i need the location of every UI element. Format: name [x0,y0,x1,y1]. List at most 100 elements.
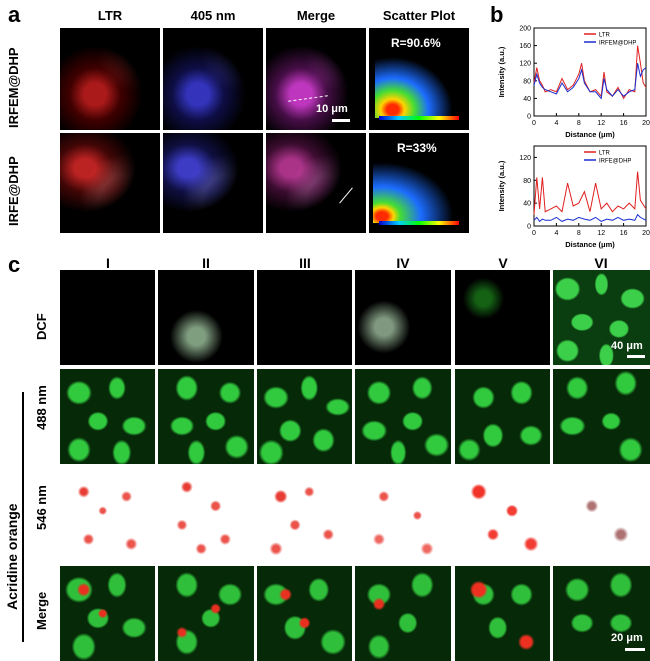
series-line-ltr [533,45,647,100]
col-head-405nm: 405 nm [190,8,236,23]
x-tick-label: 16 [620,230,628,237]
panel-c-letter: c [8,252,21,277]
x-tick-label: 20 [642,120,650,127]
col-head-vi: VI [594,255,608,271]
x-tick-label: 0 [532,120,536,127]
row-head-merge: Merge [34,591,49,630]
plot-frame [533,27,647,117]
scale-bar-label: 10 μm [316,103,348,115]
image-dcf-iv [355,270,451,365]
x-tick-label: 4 [554,230,558,237]
col-head-ltr: LTR [97,8,123,23]
image-irfem-405 [163,28,263,130]
image-merge-ii [158,566,254,661]
scale-bar [332,119,350,122]
scale-bar [625,648,645,651]
scale-bar-label: 20 μm [611,632,643,644]
plot-frame [533,145,647,227]
series-line-ltr [533,171,647,215]
col-head-merge: Merge [296,8,336,23]
image-546-iv [355,468,451,563]
col-head-iii: III [299,255,311,271]
y-tick-label: 120 [519,61,531,68]
image-merge-iii [257,566,352,661]
row-head-546: 546 nm [34,485,49,530]
image-dcf-i [60,270,155,365]
scale-bar-label: 40 μm [611,340,643,352]
r-value-irfe: R=33% [397,141,437,155]
y-tick-label: 40 [523,201,531,208]
row-head-488: 488 nm [34,385,49,430]
image-merge-v [455,566,550,661]
scatter-plot-irfe: R=33% [369,133,469,233]
y-tick-label: 160 [519,43,531,50]
panel-a-letter: a [8,2,21,27]
colorbar [379,221,459,225]
image-irfe-merge [266,133,366,233]
group-label-acridine: Acridine orange [4,503,20,610]
legend-label: IRFE@DHP [599,159,631,165]
x-tick-label: 12 [597,230,605,237]
image-merge-i [60,566,155,661]
image-488-vi [553,369,650,464]
x-axis-label: Distance (μm) [565,240,615,249]
scatter-plot-irfem: R=90.6% [369,28,469,130]
colorbar [379,116,459,120]
y-tick-label: 200 [519,26,531,33]
x-tick-label: 0 [532,230,536,237]
image-merge-vi: 20 μm [553,566,650,661]
series-line-irfem-dhp [533,63,647,100]
line-profile-arrow-icon [339,187,353,204]
image-488-iv [355,369,451,464]
y-tick-label: 0 [527,224,531,231]
image-irfem-ltr [60,28,160,130]
legend-label: LTR [599,151,611,157]
y-tick-label: 40 [523,96,531,103]
image-dcf-iii [257,270,352,365]
image-546-ii [158,468,254,563]
image-546-v [455,468,550,563]
row-head-irfem: IRFEM@DHP [6,47,21,128]
group-bracket [22,392,24,642]
line-profile-arrow-icon [288,95,328,102]
y-tick-label: 80 [523,178,531,185]
col-head-ii: II [202,255,210,271]
legend-label: LTR [599,33,611,39]
image-546-vi [553,468,650,563]
y-tick-label: 0 [527,114,531,121]
image-488-iii [257,369,352,464]
scatter-density [373,155,463,223]
x-tick-label: 20 [642,230,650,237]
col-head-v: V [498,255,508,271]
y-axis-label: Intensity (a.u.) [497,160,506,211]
image-dcf-v [455,270,550,365]
image-546-iii [257,468,352,563]
line-chart-irfem: 0 4 8 12 16 20 0 40 80 120 160 200 Distance (μm) Inte… [494,22,650,140]
image-488-i [60,369,155,464]
line-chart-irfe: 0 4 8 12 16 20 0 40 80 120 Distance (μm) Intensity … [494,140,650,250]
image-irfe-405 [163,133,263,233]
x-axis-label: Distance (μm) [565,130,615,139]
y-tick-label: 80 [523,78,531,85]
image-488-v [455,369,550,464]
image-irfem-merge: 10 μm [266,28,366,130]
x-tick-label: 16 [620,120,628,127]
x-tick-label: 12 [597,120,605,127]
image-irfe-ltr [60,133,160,233]
r-value-irfem: R=90.6% [391,36,441,50]
image-dcf-ii [158,270,254,365]
x-tick-label: 8 [577,230,581,237]
scale-bar [627,355,645,358]
line-chart-svg: 0 4 8 12 16 20 0 40 80 120 Distance (μm) Intensity … [497,145,650,249]
x-tick-label: 4 [554,120,558,127]
col-head-iv: IV [396,255,410,271]
y-tick-label: 120 [519,155,531,162]
col-head-i: I [106,255,110,271]
x-tick-label: 8 [577,120,581,127]
row-head-dcf: DCF [34,313,49,340]
y-axis-label: Intensity (a.u.) [497,46,506,97]
image-488-ii [158,369,254,464]
image-546-i [60,468,155,563]
panel-b-letter: b [490,2,504,27]
